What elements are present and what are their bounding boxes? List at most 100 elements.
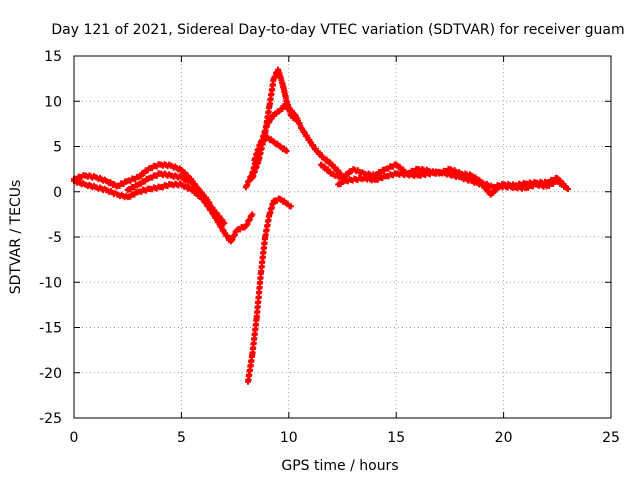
data-point — [336, 183, 340, 187]
data-point — [300, 126, 304, 130]
data-point — [250, 212, 254, 216]
data-point — [469, 179, 473, 183]
data-points — [71, 66, 572, 385]
data-point — [158, 163, 162, 167]
data-point — [147, 166, 151, 170]
data-point — [267, 104, 271, 108]
data-point — [250, 353, 254, 357]
data-point — [278, 145, 282, 148]
data-point — [555, 179, 559, 183]
grid-lines — [74, 56, 611, 418]
data-point — [104, 188, 108, 192]
data-point — [394, 172, 398, 176]
y-tick-label: -5 — [48, 230, 62, 246]
marker-path — [251, 134, 290, 164]
data-point — [263, 235, 267, 239]
data-point — [383, 174, 387, 178]
data-point — [222, 230, 226, 234]
data-point — [272, 140, 276, 144]
data-point — [289, 204, 293, 208]
data-point — [158, 172, 162, 176]
data-point — [280, 81, 284, 85]
series-arc-short-dip — [251, 134, 290, 164]
data-point — [169, 173, 173, 177]
data-point — [276, 68, 280, 72]
data-point — [201, 192, 205, 196]
y-axis-label: SDTVAR / TECUs — [8, 180, 24, 295]
data-point — [416, 173, 420, 177]
data-point — [315, 149, 319, 153]
data-point — [190, 188, 194, 192]
data-point — [362, 172, 366, 176]
data-point — [83, 183, 87, 187]
data-point — [190, 181, 194, 185]
data-point — [362, 176, 366, 180]
y-tick-label: -10 — [39, 275, 62, 291]
series-arc-night-lower — [335, 168, 572, 198]
data-point — [278, 108, 282, 112]
data-point — [469, 173, 473, 177]
data-point — [512, 185, 516, 189]
x-tick-label: 5 — [177, 430, 186, 446]
marker-path — [71, 177, 256, 245]
y-tick-labels: -25 -20 -15 -10 -5 0 5 10 15 — [39, 49, 62, 427]
data-point — [416, 167, 420, 171]
y-tick-label: 0 — [53, 185, 62, 201]
marker-path — [244, 195, 294, 385]
data-point — [480, 183, 484, 187]
data-point — [321, 155, 325, 159]
data-point — [343, 179, 347, 183]
data-point — [394, 163, 398, 167]
data-point — [267, 212, 271, 216]
data-point — [255, 316, 259, 320]
data-point — [459, 175, 463, 179]
data-point — [293, 117, 297, 121]
data-point — [257, 158, 261, 162]
plot-frame — [73, 55, 612, 419]
data-point — [126, 195, 130, 199]
data-point — [545, 184, 549, 188]
data-point — [308, 140, 312, 144]
x-tick-label: 20 — [495, 430, 513, 446]
data-point — [222, 221, 226, 225]
data-point — [437, 170, 441, 174]
data-point — [566, 187, 570, 191]
x-tick-labels: 0 5 10 15 20 25 — [70, 430, 620, 446]
data-point — [272, 77, 276, 81]
data-point — [83, 173, 87, 177]
data-point — [497, 184, 501, 188]
x-tick-label: 15 — [387, 430, 405, 446]
data-point — [252, 158, 256, 162]
data-point — [179, 183, 183, 187]
data-point — [383, 167, 387, 171]
marker-path — [249, 66, 299, 182]
x-tick-label: 10 — [280, 430, 298, 446]
data-point — [373, 178, 377, 182]
data-point — [250, 176, 254, 180]
y-tick-label: 5 — [53, 140, 62, 156]
y-tick-label: 10 — [44, 94, 62, 110]
data-point — [246, 380, 250, 384]
x-tick-label: 25 — [602, 430, 620, 446]
data-point — [263, 131, 267, 135]
y-tick-label: 15 — [44, 49, 62, 65]
data-point — [179, 168, 183, 172]
data-point — [207, 201, 211, 205]
y-tick-label: -25 — [39, 411, 62, 427]
y-tick-label: -15 — [39, 321, 62, 337]
x-axis-label: GPS time / hours — [281, 458, 398, 474]
data-point — [319, 163, 323, 167]
data-point — [330, 163, 334, 167]
data-point — [272, 113, 276, 117]
data-point — [115, 184, 119, 188]
data-point — [126, 188, 130, 192]
data-point — [126, 179, 130, 183]
data-point — [147, 187, 151, 191]
data-point — [265, 135, 269, 139]
y-tick-label: -20 — [39, 366, 62, 382]
chart-title: Day 121 of 2021, Sidereal Day-to-day VTE… — [51, 22, 624, 38]
data-point — [351, 167, 355, 171]
data-point — [93, 185, 97, 189]
series-arc-deep-drop — [244, 195, 294, 385]
